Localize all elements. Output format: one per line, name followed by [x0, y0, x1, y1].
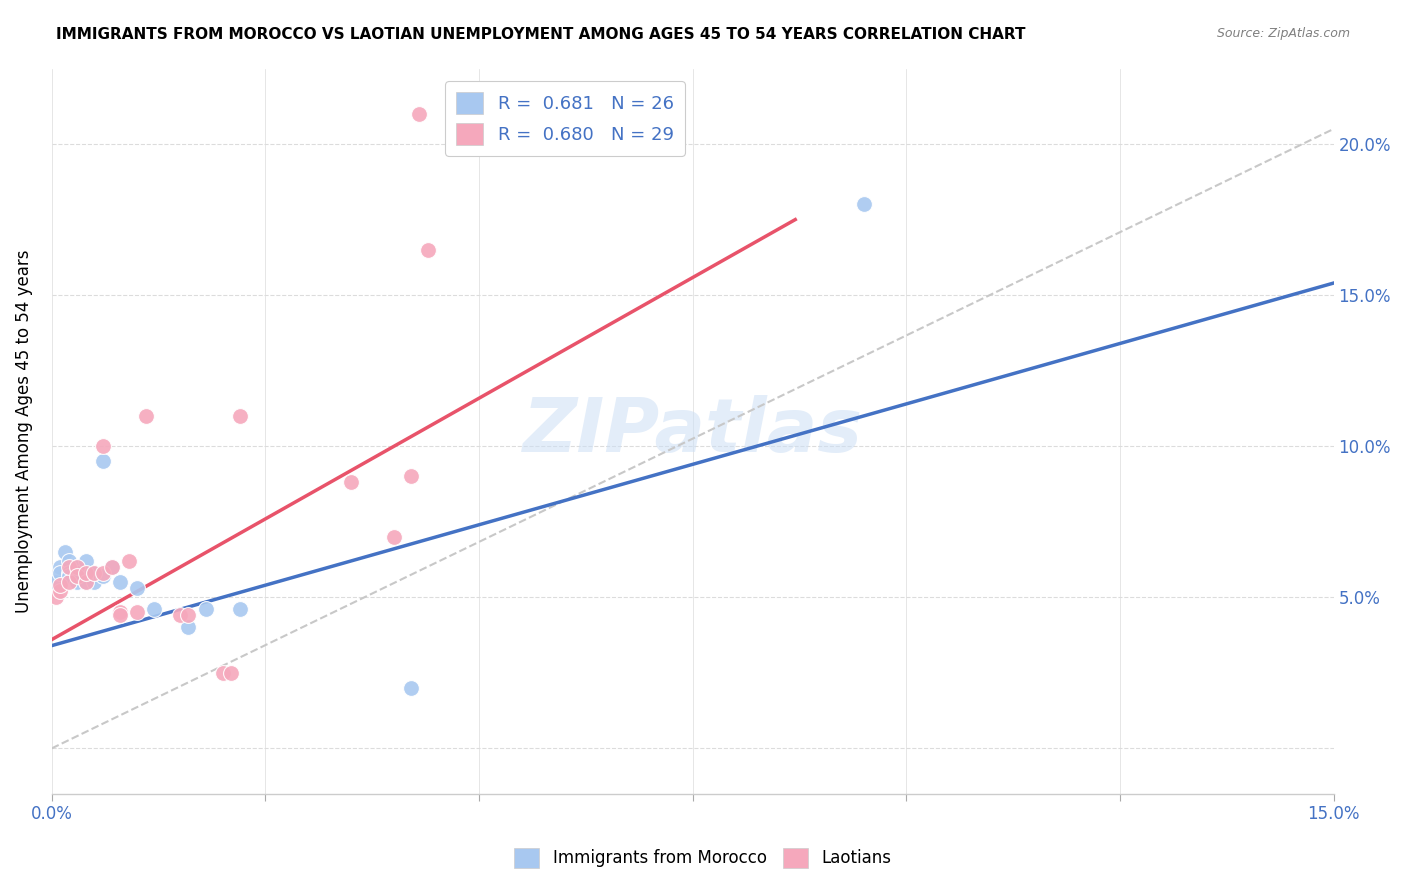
Point — [53, 545, 76, 559]
Point — [177, 620, 200, 634]
Point — [100, 560, 122, 574]
Point — [100, 560, 122, 574]
Point — [83, 575, 105, 590]
Point — [66, 569, 89, 583]
Text: Source: ZipAtlas.com: Source: ZipAtlas.com — [1216, 27, 1350, 40]
Point — [108, 575, 131, 590]
Point — [108, 606, 131, 620]
Point — [852, 197, 875, 211]
Point — [127, 581, 149, 595]
Text: ZIPatlas: ZIPatlas — [523, 394, 863, 467]
Point — [91, 439, 114, 453]
Point — [45, 591, 67, 605]
Point — [416, 243, 439, 257]
Point — [219, 665, 242, 680]
Point — [75, 575, 97, 590]
Point — [49, 560, 72, 574]
Point — [143, 602, 166, 616]
Point — [75, 575, 97, 590]
Point — [66, 560, 89, 574]
Point — [58, 560, 80, 574]
Point — [229, 409, 252, 423]
Point — [229, 602, 252, 616]
Point — [45, 575, 67, 590]
Point — [135, 409, 157, 423]
Point — [75, 554, 97, 568]
Point — [83, 566, 105, 580]
Point — [91, 454, 114, 468]
Point — [58, 575, 80, 590]
Point — [194, 602, 217, 616]
Point — [211, 665, 233, 680]
Point — [91, 566, 114, 580]
Point — [66, 560, 89, 574]
Point — [83, 566, 105, 580]
Point — [408, 107, 430, 121]
Y-axis label: Unemployment Among Ages 45 to 54 years: Unemployment Among Ages 45 to 54 years — [15, 250, 32, 613]
Point — [108, 608, 131, 623]
Point — [177, 608, 200, 623]
Point — [49, 566, 72, 580]
Point — [49, 584, 72, 599]
Point — [91, 569, 114, 583]
Point — [66, 566, 89, 580]
Point — [75, 566, 97, 580]
Point — [118, 554, 141, 568]
Point — [75, 566, 97, 580]
Point — [127, 606, 149, 620]
Legend: R =  0.681   N = 26, R =  0.680   N = 29: R = 0.681 N = 26, R = 0.680 N = 29 — [446, 81, 685, 156]
Point — [58, 569, 80, 583]
Legend: Immigrants from Morocco, Laotians: Immigrants from Morocco, Laotians — [508, 841, 898, 875]
Text: IMMIGRANTS FROM MOROCCO VS LAOTIAN UNEMPLOYMENT AMONG AGES 45 TO 54 YEARS CORREL: IMMIGRANTS FROM MOROCCO VS LAOTIAN UNEMP… — [56, 27, 1026, 42]
Point — [399, 469, 422, 483]
Point — [58, 566, 80, 580]
Point — [49, 578, 72, 592]
Point — [66, 575, 89, 590]
Point — [340, 475, 363, 490]
Point — [399, 681, 422, 695]
Point — [58, 554, 80, 568]
Point — [382, 530, 405, 544]
Point — [169, 608, 191, 623]
